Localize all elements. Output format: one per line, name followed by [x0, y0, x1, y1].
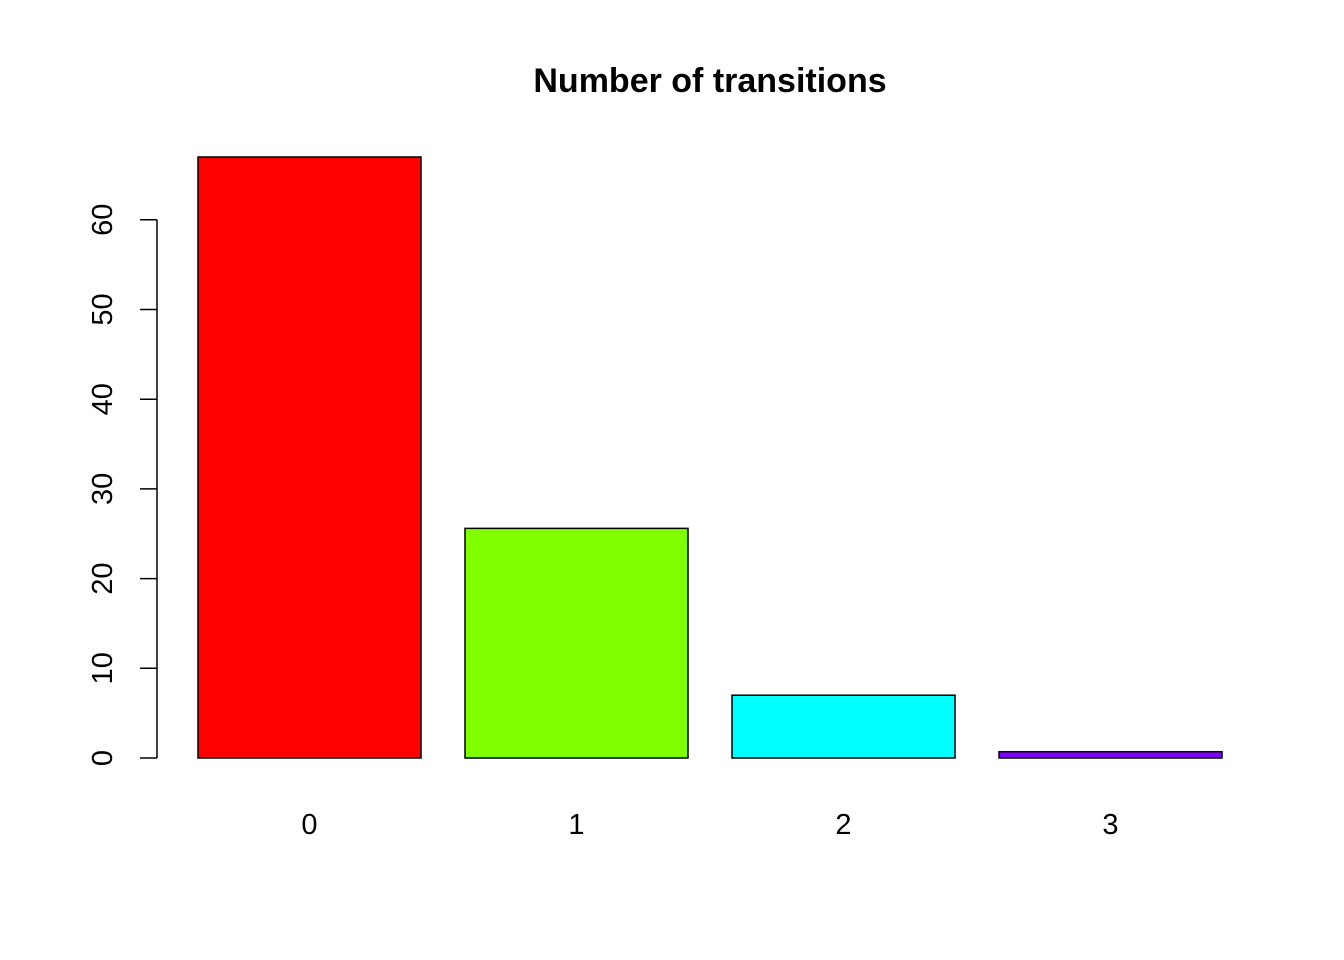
y-tick-label: 10: [87, 652, 119, 684]
y-tick-label: 0: [87, 750, 119, 766]
x-tick-label: 3: [1102, 809, 1118, 841]
chart-title: Number of transitions: [533, 62, 886, 100]
y-axis: 0 10 20 30 40 50 60: [87, 204, 158, 766]
bar-2: [731, 694, 956, 759]
y-tick-label: 40: [87, 383, 119, 415]
y-tick-label: 60: [87, 204, 119, 236]
y-tick-label: 30: [87, 473, 119, 505]
y-tick-label: 20: [87, 562, 119, 594]
y-tick-label: 50: [87, 293, 119, 325]
x-tick-label: 2: [835, 809, 851, 841]
x-tick-label: 1: [568, 809, 584, 841]
x-tick-labels: 0 1 2 3: [301, 809, 1118, 841]
bar-3: [998, 750, 1223, 759]
bar-0: [197, 156, 422, 759]
bar-1: [464, 527, 689, 759]
bars-group: [197, 156, 1223, 759]
x-tick-label: 0: [301, 809, 317, 841]
